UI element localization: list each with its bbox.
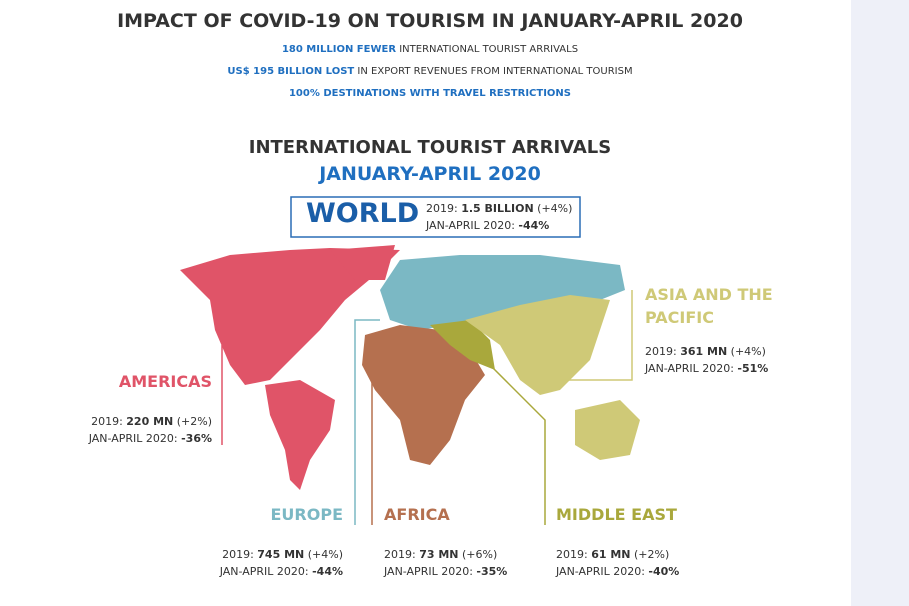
stat-change: (+4%) [307,548,343,561]
stat-label: JAN-APRIL 2020: [88,432,178,445]
world-name: WORLD [306,198,420,229]
stat-label: 2019: [222,548,254,561]
stat-label: JAN-APRIL 2020: [219,565,309,578]
world-stats: 2019: 1.5 BILLION (+4%) JAN-APRIL 2020: … [426,200,572,234]
stat-change: (+4%) [537,202,573,215]
region-stats: 2019: 61 MN (+2%) JAN-APRIL 2020: -40% [556,546,679,580]
americas-shape [180,245,400,490]
stat-value: -44% [518,219,550,232]
stat-label: JAN-APRIL 2020: [384,565,473,578]
stat-change: (+6%) [462,548,498,561]
facts: 180 MILLION FEWER INTERNATIONAL TOURIST … [0,39,860,105]
fact-highlight: 180 MILLION FEWER [281,44,397,55]
stat-label: JAN-APRIL 2020: [556,565,645,578]
fact: 100% DESTINATIONS WITH TRAVEL RESTRICTIO… [0,83,860,105]
region-name: ASIA AND THE PACIFIC [645,285,773,327]
world-box [290,196,581,238]
fact-text: IN EXPORT REVENUES FROM INTERNATIONAL TO… [357,66,633,77]
region-name: AMERICAS [118,372,212,391]
leader-line [354,319,380,525]
stat-value: -40% [648,565,680,578]
stat-value: 1.5 BILLION [461,202,534,215]
stat-value: 61 MN [591,548,631,561]
main-title: IMPACT OF COVID-19 ON TOURISM IN JANUARY… [117,10,743,32]
stat-label: 2019: [645,345,677,358]
stat-value: -51% [737,362,769,375]
africa-shape [362,325,485,465]
stat-change: (+2%) [176,415,212,428]
region-stats: 2019: 361 MN (+4%) JAN-APRIL 2020: -51% [645,343,768,377]
stat-label: 2019: [91,415,123,428]
stat-change: (+4%) [730,345,766,358]
world-map [180,196,640,525]
asia-shape [465,295,640,460]
stat-value: 220 MN [126,415,174,428]
fact: US$ 195 BILLION LOST IN EXPORT REVENUES … [0,61,860,83]
fact-text: INTERNATIONAL TOURIST ARRIVALS [399,44,579,55]
fact-highlight: 100% DESTINATIONS WITH TRAVEL RESTRICTIO… [288,88,572,99]
side-panel [851,0,909,606]
stat-value: -36% [181,432,212,445]
europe-shape [380,255,625,330]
stat-value: 361 MN [680,345,728,358]
leader-line [560,290,633,381]
stat-label: 2019: [556,548,588,561]
stat-label: 2019: [426,202,458,215]
region-name: MIDDLE EAST [556,505,677,524]
fact: 180 MILLION FEWER INTERNATIONAL TOURIST … [0,39,860,61]
section-subtitle: JANUARY-APRIL 2020 [319,163,541,185]
stat-label: 2019: [384,548,416,561]
stat-value: 73 MN [419,548,459,561]
region-stats: 2019: 73 MN (+6%) JAN-APRIL 2020: -35% [384,546,507,580]
stat-value: 745 MN [257,548,305,561]
region-stats: 2019: 745 MN (+4%) JAN-APRIL 2020: -44% [150,546,343,580]
middle-east-shape [430,320,495,370]
stat-label: JAN-APRIL 2020: [645,362,734,375]
stat-change: (+2%) [634,548,670,561]
region-stats: 2019: 220 MN (+2%) JAN-APRIL 2020: -36% [20,413,212,447]
leader-line [484,359,546,525]
stat-label: JAN-APRIL 2020: [426,219,515,232]
region-name: EUROPE [270,505,344,524]
stat-value: -44% [312,565,343,578]
section-title: INTERNATIONAL TOURIST ARRIVALS [248,137,612,158]
fact-highlight: US$ 195 BILLION LOST [227,66,355,77]
stat-value: -35% [476,565,508,578]
region-name: AFRICA [384,505,450,524]
